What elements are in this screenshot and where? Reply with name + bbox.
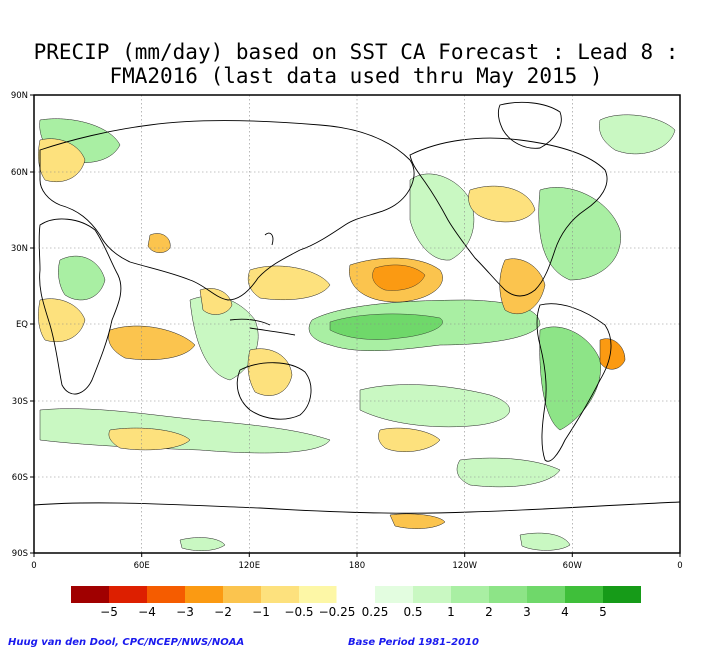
map-title-line2: FMA2016 (last data used thru May 2015 ) xyxy=(109,64,603,88)
precip-anomaly-field xyxy=(38,114,676,551)
axis-ticks xyxy=(30,94,681,557)
colorbar-label: 5 xyxy=(599,605,607,619)
lon-label: 120W xyxy=(452,561,477,571)
lon-label: 120E xyxy=(238,561,260,571)
coastline-greenland xyxy=(497,101,562,149)
anomaly-region-dry xyxy=(468,185,536,223)
anomaly-region-green xyxy=(58,255,106,301)
anomaly-region-dry xyxy=(599,338,626,370)
colorbar-label: 0.5 xyxy=(403,605,422,619)
lon-label: 180 xyxy=(349,561,365,571)
latitude-labels: 90N 60N 30N EQ 30S 60S 90S xyxy=(11,91,28,559)
anomaly-region-green xyxy=(179,537,226,551)
colorbar-swatch xyxy=(565,586,603,603)
colorbar-label: 4 xyxy=(561,605,569,619)
anomaly-region-dry xyxy=(247,265,331,300)
coastline-north-america xyxy=(409,137,608,297)
anomaly-region-dry xyxy=(108,427,191,451)
colorbar-swatch xyxy=(527,586,565,603)
anomaly-region-dry xyxy=(378,427,441,452)
colorbar-swatch xyxy=(375,586,413,603)
coastline-eurasia xyxy=(39,120,415,301)
lon-label: 0 xyxy=(677,561,682,571)
lon-label: 60W xyxy=(563,561,583,571)
lat-label: 30N xyxy=(11,244,28,254)
colorbar-swatch xyxy=(185,586,223,603)
coastline-antarctica xyxy=(34,501,680,514)
anomaly-region-green xyxy=(538,187,621,281)
colorbar-swatch xyxy=(336,585,376,604)
anomaly-region-dry xyxy=(389,513,446,529)
colorbar-swatch xyxy=(603,586,641,603)
colorbar-label: 0.25 xyxy=(362,605,389,619)
colorbar-swatch xyxy=(223,586,261,603)
colorbar-swatch xyxy=(71,586,109,603)
colorbar-label: −2 xyxy=(214,605,232,619)
anomaly-region-dry-core xyxy=(372,264,426,291)
anomaly-region-dry xyxy=(38,298,86,343)
anomaly-region-dry xyxy=(147,233,171,253)
coastline-south-america xyxy=(536,303,612,462)
colorbar-label: 1 xyxy=(447,605,455,619)
colorbar-swatch xyxy=(147,586,185,603)
anomaly-region-dry xyxy=(38,138,86,183)
lon-label: 60E xyxy=(134,561,150,571)
graticule xyxy=(34,95,680,553)
colorbar-swatch xyxy=(261,586,299,603)
map-title-line1: PRECIP (mm/day) based on SST CA Forecast… xyxy=(33,40,679,64)
anomaly-region-green xyxy=(539,326,601,431)
lat-label: 30S xyxy=(12,397,28,407)
lat-label: 60N xyxy=(11,168,28,178)
colorbar-label: −1 xyxy=(252,605,270,619)
lat-label: 60S xyxy=(12,473,28,483)
anomaly-region-green xyxy=(456,457,561,488)
colorbar-label: −3 xyxy=(176,605,194,619)
lon-label: 0 xyxy=(31,561,36,571)
credit-author: Huug van den Dool, CPC/NCEP/NWS/NOAA xyxy=(8,637,245,648)
colorbar-swatch xyxy=(413,586,451,603)
anomaly-region-green xyxy=(359,384,510,428)
colorbar-swatch xyxy=(299,586,337,603)
colorbar-swatch xyxy=(451,586,489,603)
anomaly-region-green xyxy=(409,173,475,261)
colorbar-label: 3 xyxy=(523,605,531,619)
colorbar-label: −0.5 xyxy=(284,605,313,619)
anomaly-region-dry xyxy=(199,288,233,315)
colorbar: −5 −4 −3 −2 −1 −0.5 −0.25 0.25 0.5 1 2 3 4 5 xyxy=(71,585,641,619)
lat-label: 90S xyxy=(12,549,28,559)
anomaly-region-green xyxy=(599,114,676,155)
anomaly-region-dry xyxy=(108,325,196,360)
lat-label: EQ xyxy=(16,320,28,330)
coastline-africa xyxy=(38,218,122,395)
credit-base-period: Base Period 1981–2010 xyxy=(348,637,479,648)
anomaly-region-dry xyxy=(247,348,293,396)
colorbar-label: 2 xyxy=(485,605,493,619)
colorbar-swatch xyxy=(109,586,147,603)
lat-label: 90N xyxy=(11,91,28,101)
colorbar-label: −4 xyxy=(138,605,156,619)
anomaly-region-green-core xyxy=(329,313,443,340)
colorbar-label: −0.25 xyxy=(319,605,356,619)
anomaly-region-dry xyxy=(499,258,546,315)
colorbar-swatch xyxy=(489,586,527,603)
anomaly-region-green xyxy=(519,532,571,551)
colorbar-label: −5 xyxy=(100,605,118,619)
longitude-labels: 0 60E 120E 180 120W 60W 0 xyxy=(31,561,682,571)
